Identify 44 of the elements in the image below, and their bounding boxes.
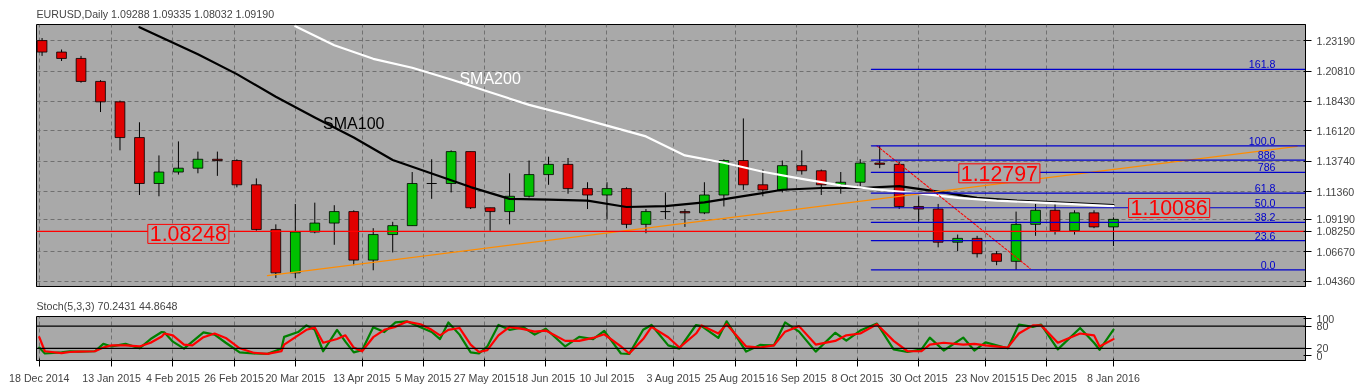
x-tick-label: 5 May 2015 xyxy=(395,371,452,384)
y-tick-label: 1.11360 xyxy=(1316,185,1355,198)
series-label: 161.8 xyxy=(1248,58,1276,71)
series-label: 61.8 xyxy=(1254,182,1276,195)
x-tick-label: 26 Feb 2015 xyxy=(204,371,265,384)
series-label: 50.0 xyxy=(1254,196,1276,209)
y-tick-label: 1.20810 xyxy=(1316,65,1356,78)
annotation: 1.12797 xyxy=(960,161,1038,186)
x-tick-label: 3 Aug 2015 xyxy=(646,371,701,384)
series-label: 38.2 xyxy=(1254,211,1276,224)
x-tick-label: 15 Dec 2015 xyxy=(1016,371,1077,384)
y-tick-label: 1.06670 xyxy=(1316,245,1356,258)
x-tick-label: 23 Nov 2015 xyxy=(955,371,1016,384)
series-label: 886 xyxy=(1257,149,1276,162)
x-tick-label: 30 Oct 2015 xyxy=(889,371,948,384)
series-label: SMA100 xyxy=(323,115,385,133)
x-tick-label: 25 Aug 2015 xyxy=(704,371,765,384)
y-tick-label: 1.16120 xyxy=(1316,124,1356,137)
series-label: 23.6 xyxy=(1254,229,1276,242)
x-tick-label: 18 Jun 2015 xyxy=(516,371,576,384)
series-label: 0.0 xyxy=(1260,258,1276,271)
y-tick-label: 1.04360 xyxy=(1316,275,1356,288)
y-tick-label: 1.09190 xyxy=(1316,213,1356,226)
x-tick-label: 20 Mar 2015 xyxy=(265,371,326,384)
x-tick-label: 18 Dec 2014 xyxy=(9,371,70,384)
series-label: 100.0 xyxy=(1248,134,1276,147)
x-tick-label: 8 Jan 2016 xyxy=(1087,371,1140,384)
x-tick-label: 13 Apr 2015 xyxy=(333,371,391,384)
ref-line-label: 1.08248 xyxy=(149,222,227,247)
x-tick-label: 27 May 2015 xyxy=(453,371,516,384)
chart-title: EURUSD,Daily 1.09288 1.09335 1.08032 1.09190 xyxy=(36,7,275,20)
y-tick-label: 1.13740 xyxy=(1316,155,1356,168)
series-label: SMA200 xyxy=(459,70,521,88)
y-tick-label: 1.23190 xyxy=(1316,34,1356,47)
chart-title: Stoch(5,3,3) 70.2431 44.8648 xyxy=(36,299,178,312)
x-tick-label: 16 Sep 2015 xyxy=(766,371,827,384)
y-tick-label: 1.18430 xyxy=(1316,95,1356,108)
annotation: 1.10086 xyxy=(1130,196,1208,221)
x-tick-label: 13 Jan 2015 xyxy=(82,371,142,384)
x-tick-label: 10 Jul 2015 xyxy=(579,371,635,384)
x-tick-label: 4 Feb 2015 xyxy=(145,371,200,384)
y-tick-label: 1.08250 xyxy=(1316,225,1356,238)
x-tick-label: 8 Oct 2015 xyxy=(831,371,884,384)
series-label: 786 xyxy=(1257,161,1276,174)
